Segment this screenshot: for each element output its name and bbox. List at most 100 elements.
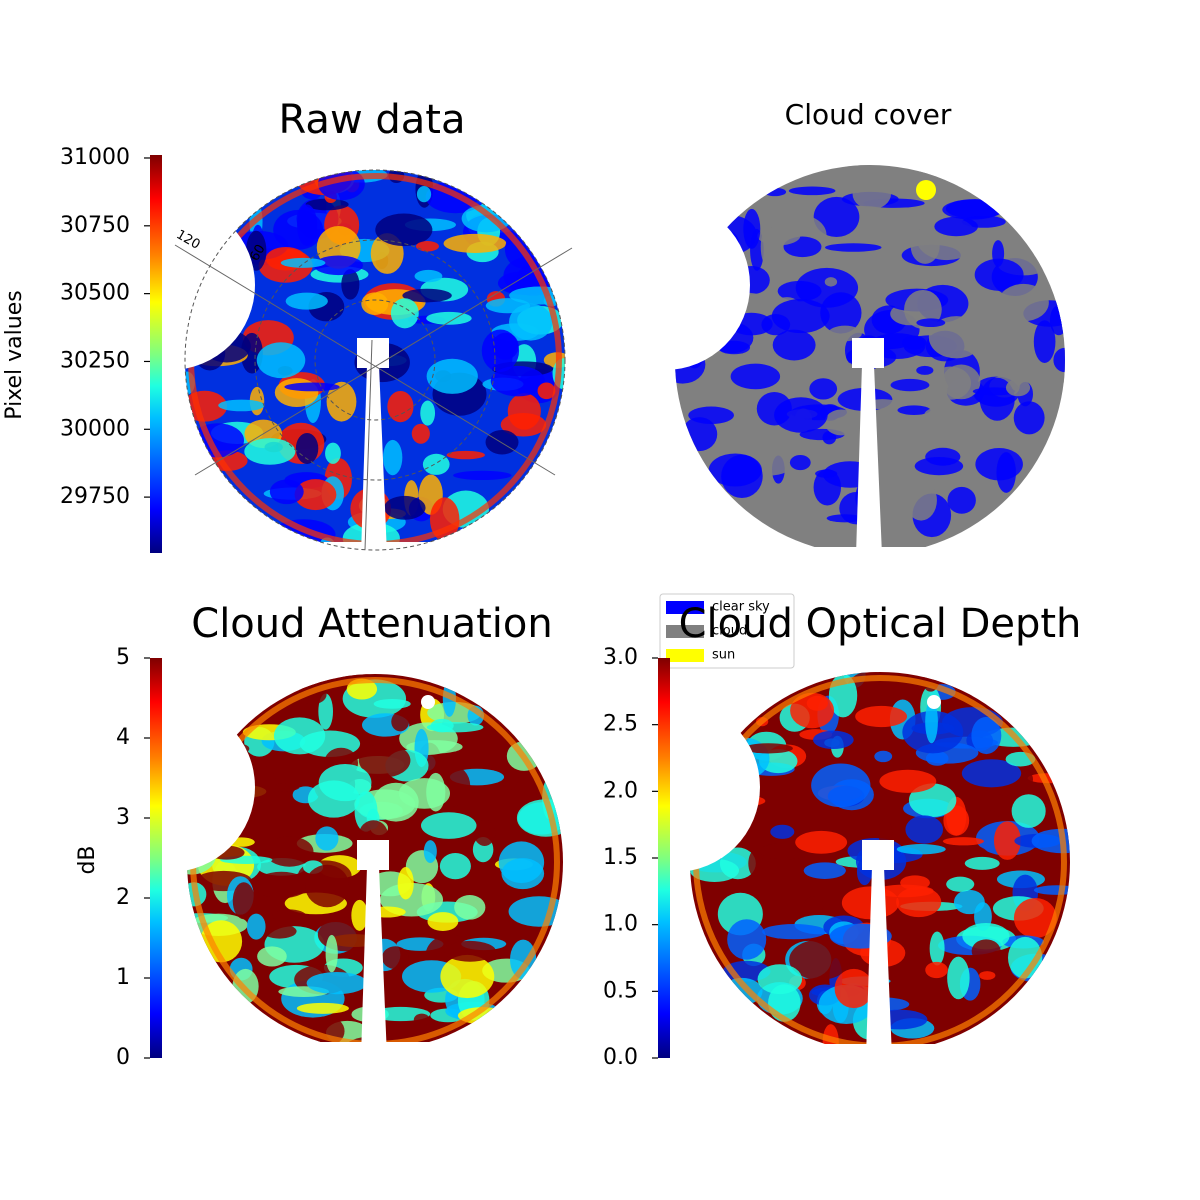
image-blob: [297, 204, 318, 246]
polar-grid: [314, 299, 436, 421]
image-blob: [727, 919, 767, 960]
image-blob: [899, 432, 919, 453]
image-blob: [896, 886, 942, 918]
image-blob: [391, 711, 410, 732]
image-blob: [1005, 379, 1031, 397]
colorbar-tick-label: 3.0: [603, 645, 638, 670]
image-blob: [971, 939, 1001, 963]
image-blob: [246, 913, 266, 940]
colorbar-tick-label: 1: [116, 965, 130, 990]
mask-bite: [580, 200, 750, 370]
image-blob: [890, 378, 930, 392]
image-blob: [946, 876, 975, 892]
image-blob: [961, 759, 1022, 788]
image-blob: [996, 452, 1016, 493]
image-blob: [422, 453, 450, 475]
image-blob: [341, 269, 360, 300]
image-blob: [244, 438, 296, 465]
image-blob: [325, 442, 341, 464]
colorbar-tick-label: 5: [116, 645, 130, 670]
mask-bite: [85, 200, 255, 370]
image-blob: [443, 940, 497, 962]
image-blob: [473, 819, 496, 847]
image-blob: [453, 470, 512, 481]
image-blob: [398, 778, 451, 809]
image-blob: [280, 257, 326, 268]
image-blob: [253, 871, 310, 899]
image-blob: [708, 453, 762, 487]
sun-dot: [916, 180, 936, 200]
image-blob: [928, 316, 984, 359]
image-blob: [770, 824, 795, 839]
image-blob: [440, 954, 495, 999]
colorbar-label: dB: [75, 845, 100, 874]
image-blob: [896, 844, 946, 855]
image-blob: [944, 416, 1005, 449]
image-blob: [272, 909, 307, 922]
image-blob: [878, 819, 893, 846]
image-blob: [423, 840, 437, 863]
image-blob: [905, 480, 937, 521]
image-blob: [427, 912, 459, 931]
image-blob: [777, 280, 822, 302]
image-blob: [492, 332, 519, 360]
legend-label: cloud: [712, 624, 747, 639]
image-blob: [774, 397, 828, 433]
colorbar-tick-label: 0.5: [603, 978, 638, 1003]
mask-pole: [856, 365, 882, 555]
image-blob: [824, 277, 838, 287]
image-blob: [834, 968, 874, 1009]
mask-pole: [866, 867, 892, 1057]
image-blob: [318, 693, 334, 730]
image-blob: [897, 405, 931, 415]
mask-bite: [85, 702, 255, 872]
image-blob: [454, 895, 486, 920]
image-blob: [1011, 794, 1046, 828]
image-blob: [358, 743, 411, 778]
image-blob: [962, 922, 1010, 950]
image-blob: [925, 447, 961, 466]
colorbar-tick-label: 30000: [60, 416, 130, 441]
image-blob: [934, 216, 979, 237]
image-blob: [910, 228, 940, 264]
image-blob: [1027, 773, 1070, 784]
image-blob: [925, 961, 948, 979]
colorbar-tick-label: 1.5: [603, 845, 638, 870]
image-blob: [537, 382, 556, 400]
image-blob: [485, 298, 531, 314]
panel-title: Raw data: [279, 97, 466, 143]
panel-title: Cloud cover: [785, 98, 952, 131]
image-blob: [430, 718, 454, 733]
image-blob: [375, 213, 433, 247]
image-blob: [974, 258, 1024, 291]
image-blob: [416, 185, 432, 203]
image-blob: [508, 896, 563, 927]
image-blob: [762, 924, 826, 940]
legend-label: sun: [712, 648, 735, 663]
image-blob: [262, 924, 297, 939]
image-blob: [509, 303, 553, 341]
image-blob: [510, 939, 537, 980]
image-blob: [383, 439, 403, 476]
image-blob: [305, 198, 349, 211]
image-blob: [265, 836, 314, 867]
image-blob: [284, 382, 340, 392]
image-blob: [269, 479, 304, 505]
image-blob: [414, 269, 443, 283]
image-blob: [905, 815, 944, 844]
image-blob: [415, 241, 439, 252]
colorbar-tick-label: 0.0: [603, 1045, 638, 1070]
image-blob: [387, 390, 414, 423]
image-blob: [811, 763, 871, 808]
image-blob: [1033, 320, 1056, 364]
image-blob: [318, 763, 372, 802]
image-blob: [763, 187, 787, 197]
legend-swatch: [666, 601, 704, 614]
image-blob: [943, 805, 970, 836]
image-blob: [810, 525, 872, 538]
image-blob: [992, 240, 1005, 267]
image-blob: [828, 325, 862, 342]
colorbar-tick-label: 1.0: [603, 912, 638, 937]
colorbar-tick-label: 2.0: [603, 778, 638, 803]
image-blob: [820, 292, 862, 334]
